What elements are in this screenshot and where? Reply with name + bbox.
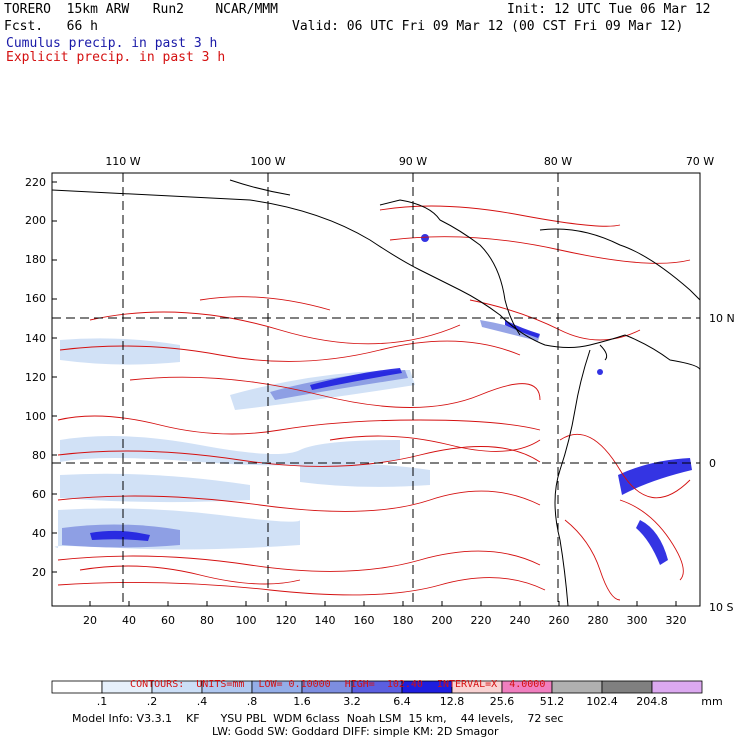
lon-label: 80 W (544, 155, 572, 168)
colorbar-label: 25.6 (490, 695, 515, 708)
colorbar-swatch (601, 680, 653, 694)
x-tick: 180 (393, 614, 414, 627)
y-tick: 120 (25, 371, 46, 384)
contour-info: CONTOURS: UNITS=mm LOW= 0.10000 HIGH= 102.… (118, 668, 559, 690)
x-tick: 80 (200, 614, 214, 627)
init-time: Init: 12 UTC Tue 06 Mar 12 (507, 2, 711, 17)
explicit-precip-contours (57, 205, 691, 601)
x-tick: 160 (354, 614, 375, 627)
colorbar-swatch (51, 680, 103, 694)
x-tick: 200 (432, 614, 453, 627)
y-tick: 20 (32, 566, 46, 579)
colorbar (51, 680, 703, 694)
latitude-labels: 10 N 0 10 S (709, 312, 735, 614)
graticule (52, 173, 700, 606)
colorbar-label: .4 (197, 695, 208, 708)
longitude-labels: 110 W 100 W 90 W 80 W 70 W (105, 155, 714, 168)
colorbar-label: 1.6 (293, 695, 311, 708)
x-tick: 20 (83, 614, 97, 627)
colorbar-label: .8 (247, 695, 258, 708)
lon-label: 90 W (399, 155, 427, 168)
lat-label: 0 (709, 457, 716, 470)
colorbar-swatch (651, 680, 703, 694)
x-tick-labels: 20 40 60 80 100 120 140 160 180 200 220 … (83, 614, 687, 627)
y-tick: 100 (25, 410, 46, 423)
contour-low: LOW= 0.10000 (258, 679, 331, 690)
x-tick: 120 (276, 614, 297, 627)
model-physics: LW: Godd SW: Goddard DIFF: simple KM: 2D… (212, 725, 499, 738)
y-tick: 80 (32, 449, 46, 462)
coastlines (52, 179, 700, 606)
y-tick: 140 (25, 332, 46, 345)
y-tick: 180 (25, 253, 46, 266)
colorbar-swatch (551, 680, 603, 694)
model-info: Model Info: V3.3.1 KF YSU PBL WDM 6class… (72, 712, 564, 725)
x-tick-marks (89, 601, 677, 606)
x-tick: 100 (236, 614, 257, 627)
x-tick: 260 (549, 614, 570, 627)
colorbar-label: 51.2 (540, 695, 565, 708)
y-tick: 200 (25, 214, 46, 227)
colorbar-label: 102.4 (586, 695, 618, 708)
x-tick: 300 (627, 614, 648, 627)
x-tick: 320 (666, 614, 687, 627)
lon-label: 70 W (686, 155, 714, 168)
contour-interval: INTERVAL=X 4.0000 (436, 679, 546, 690)
cumulus-precip-label: Cumulus precip. in past 3 h (6, 36, 218, 51)
explicit-precip-label: Explicit precip. in past 3 h (6, 50, 226, 65)
colorbar-label: 6.4 (393, 695, 411, 708)
y-tick: 220 (25, 176, 46, 189)
contour-high: HIGH= 102.40 (344, 679, 423, 690)
lon-label: 100 W (250, 155, 285, 168)
forecast-hour: Fcst. 66 h (4, 19, 98, 34)
x-tick: 220 (471, 614, 492, 627)
colorbar-label: 12.8 (440, 695, 465, 708)
precip-shading-heavy (90, 234, 692, 565)
x-tick: 40 (122, 614, 136, 627)
lon-label: 110 W (105, 155, 140, 168)
colorbar-label: 3.2 (343, 695, 361, 708)
y-tick: 40 (32, 527, 46, 540)
y-tick-labels: 220 200 180 160 140 120 100 80 60 40 20 (25, 176, 46, 579)
y-tick: 60 (32, 488, 46, 501)
colorbar-unit: mm (701, 695, 722, 708)
colorbar-labels: .1 .2 .4 .8 1.6 3.2 6.4 12.8 25.6 51.2 1… (97, 695, 723, 708)
x-tick: 240 (510, 614, 531, 627)
y-tick-marks (52, 181, 57, 573)
contour-units: CONTOURS: UNITS=mm (130, 679, 245, 690)
precip-shading (54, 338, 430, 550)
lat-label: 10 N (709, 312, 735, 325)
x-tick: 60 (161, 614, 175, 627)
lat-label: 10 S (709, 601, 733, 614)
x-tick: 140 (315, 614, 336, 627)
y-tick: 160 (25, 292, 46, 305)
colorbar-label: .2 (147, 695, 158, 708)
valid-time: Valid: 06 UTC Fri 09 Mar 12 (00 CST Fri … (292, 19, 684, 34)
colorbar-label: 204.8 (636, 695, 668, 708)
colorbar-label: .1 (97, 695, 108, 708)
x-tick: 280 (588, 614, 609, 627)
plot-frame (51, 172, 701, 607)
model-title: TORERO 15km ARW Run2 NCAR/MMM (4, 2, 278, 17)
